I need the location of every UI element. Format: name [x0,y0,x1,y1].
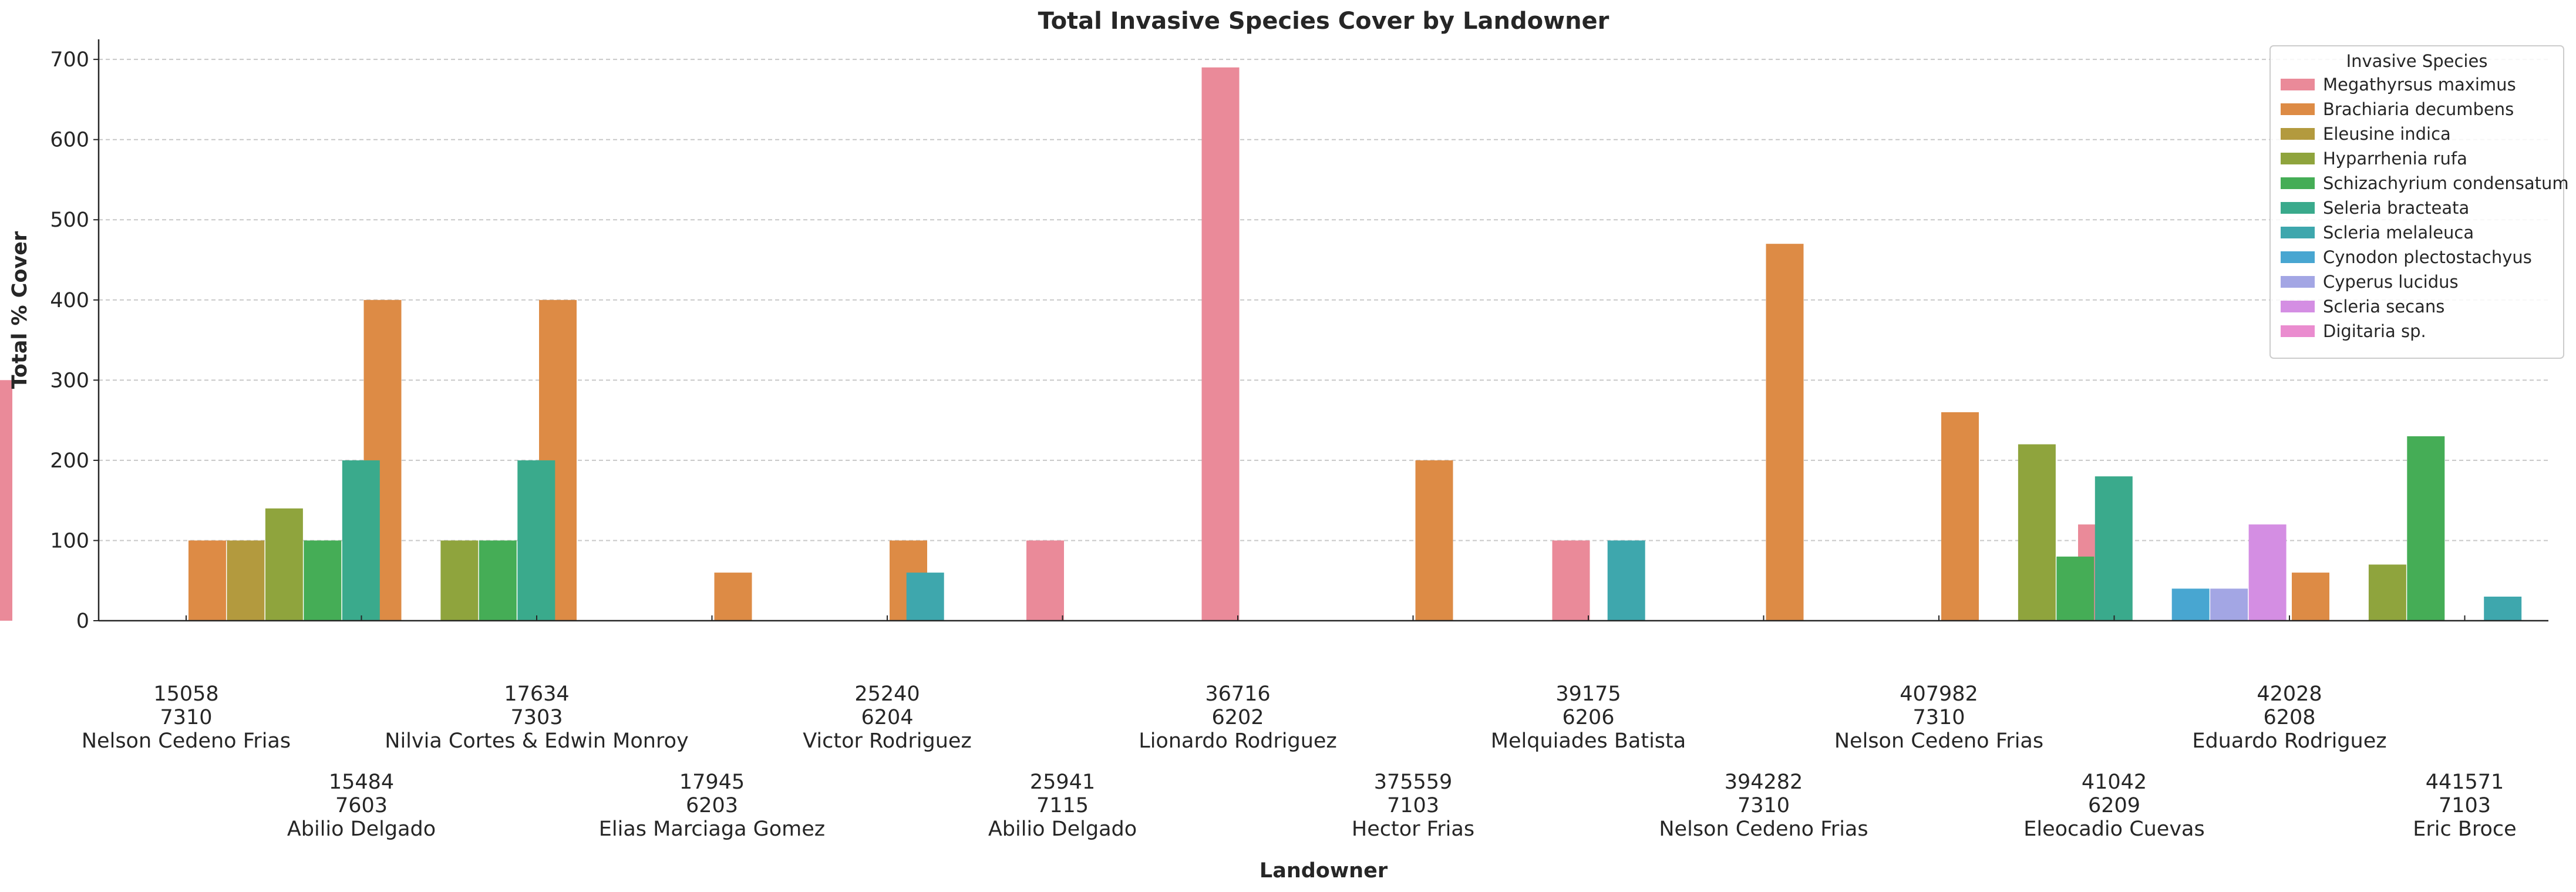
x-tick-label: 25941 7115 Abilio Delgado [988,770,1137,841]
gridlines [99,59,2548,621]
x-tick-label: 25240 6204 Victor Rodriguez [803,682,972,753]
bar [304,540,342,621]
legend-entry: Hyparrhenia rufa [2323,149,2467,169]
legend-entry: Scleria melaleuca [2323,223,2474,243]
x-tick-label: 39175 6206 Melquiades Batista [1491,682,1686,753]
x-ticks: 15058 7310 Nelson Cedeno Frias 15484 7603 Abi… [82,615,2517,841]
legend-entry: Brachiaria decumbens [2323,99,2514,119]
bar [2407,436,2445,621]
y-tick-label: 500 [50,208,89,232]
legend-entry: Scleria secans [2323,297,2444,317]
y-axis-label: Total % Cover [8,231,32,389]
bar [906,573,944,621]
bars [0,67,2522,621]
legend-entry: Schizachyrium condensatum [2323,173,2569,193]
bar [227,540,265,621]
legend-entry: Megathyrsus maximus [2323,75,2516,95]
bar [479,540,517,621]
bar [1026,540,1064,621]
x-tick-label: 17634 7303 Nilvia Cortes & Edwin Monroy [385,682,688,753]
y-ticks: 0 100 200 300 400 500 600 700 [50,48,99,633]
legend-title: Invasive Species [2346,51,2488,71]
bar [342,460,380,621]
bar [2368,564,2406,621]
x-tick-label: 15484 7603 Abilio Delgado [287,770,436,841]
legend-swatch [2281,177,2315,189]
legend-swatch [2281,79,2315,90]
y-tick-label: 700 [50,48,89,72]
legend-entry: Eleusine indica [2323,124,2451,144]
bar [2484,597,2522,621]
bar [2056,556,2095,621]
x-tick-label: 441571 7103 Eric Broce [2413,770,2516,841]
x-tick-label: 375559 7103 Hector Frias [1352,770,1474,841]
bar [1766,244,1804,621]
axes [97,39,2548,622]
x-tick-label: 15058 7310 Nelson Cedeno Frias [82,682,291,753]
legend-swatch [2281,202,2315,214]
bar [2171,588,2210,621]
bar [517,460,555,621]
x-tick-label: 17945 6203 Elias Marciaga Gomez [599,770,825,841]
legend-swatch [2281,276,2315,288]
y-tick-label: 100 [50,529,89,553]
bar [1607,540,1645,621]
bar [1941,412,1979,621]
bar [1552,540,1590,621]
y-tick-label: 300 [50,369,89,392]
legend-swatch [2281,227,2315,238]
bar [188,540,226,621]
bar [2018,444,2056,621]
y-tick-label: 400 [50,289,89,312]
legend-swatch [2281,103,2315,115]
bar [0,380,12,621]
y-tick-label: 0 [76,610,89,633]
y-tick-label: 600 [50,129,89,152]
legend-entry: Cyperus lucidus [2323,272,2459,292]
x-tick-label: 36716 6202 Lionardo Rodriguez [1139,682,1337,753]
legend-swatch [2281,153,2315,164]
bar [2248,524,2287,621]
bar [440,540,479,621]
legend-entry: Digitaria sp. [2323,321,2426,341]
bar [2210,588,2248,621]
legend-box [2269,45,2564,359]
legend-entry: Cynodon plectostachyus [2323,247,2532,267]
x-axis-label: Landowner [1260,859,1388,883]
bar [2292,573,2329,621]
legend-swatch [2281,301,2315,312]
legend-swatch [2281,325,2315,337]
x-tick-label: 42028 6208 Eduardo Rodriguez [2192,682,2386,753]
legend-entry: Seleria bracteata [2323,198,2469,218]
bar [1415,460,1453,621]
legend-swatch [2281,128,2315,140]
x-tick-label: 394282 7310 Nelson Cedeno Frias [1659,770,1868,841]
legend: Invasive Species Megathyrsus maximus Brach… [2269,45,2569,359]
bar [265,508,303,621]
y-tick-label: 200 [50,449,89,473]
chart-title: Total Invasive Species Cover by Landowne… [1038,8,1609,35]
x-tick-label: 41042 6209 Eleocadio Cuevas [2023,770,2205,841]
legend-swatch [2281,251,2315,263]
bar [714,573,752,621]
bar [1201,67,1240,621]
bar [2095,476,2133,621]
x-tick-label: 407982 7310 Nelson Cedeno Frias [1834,682,2043,753]
